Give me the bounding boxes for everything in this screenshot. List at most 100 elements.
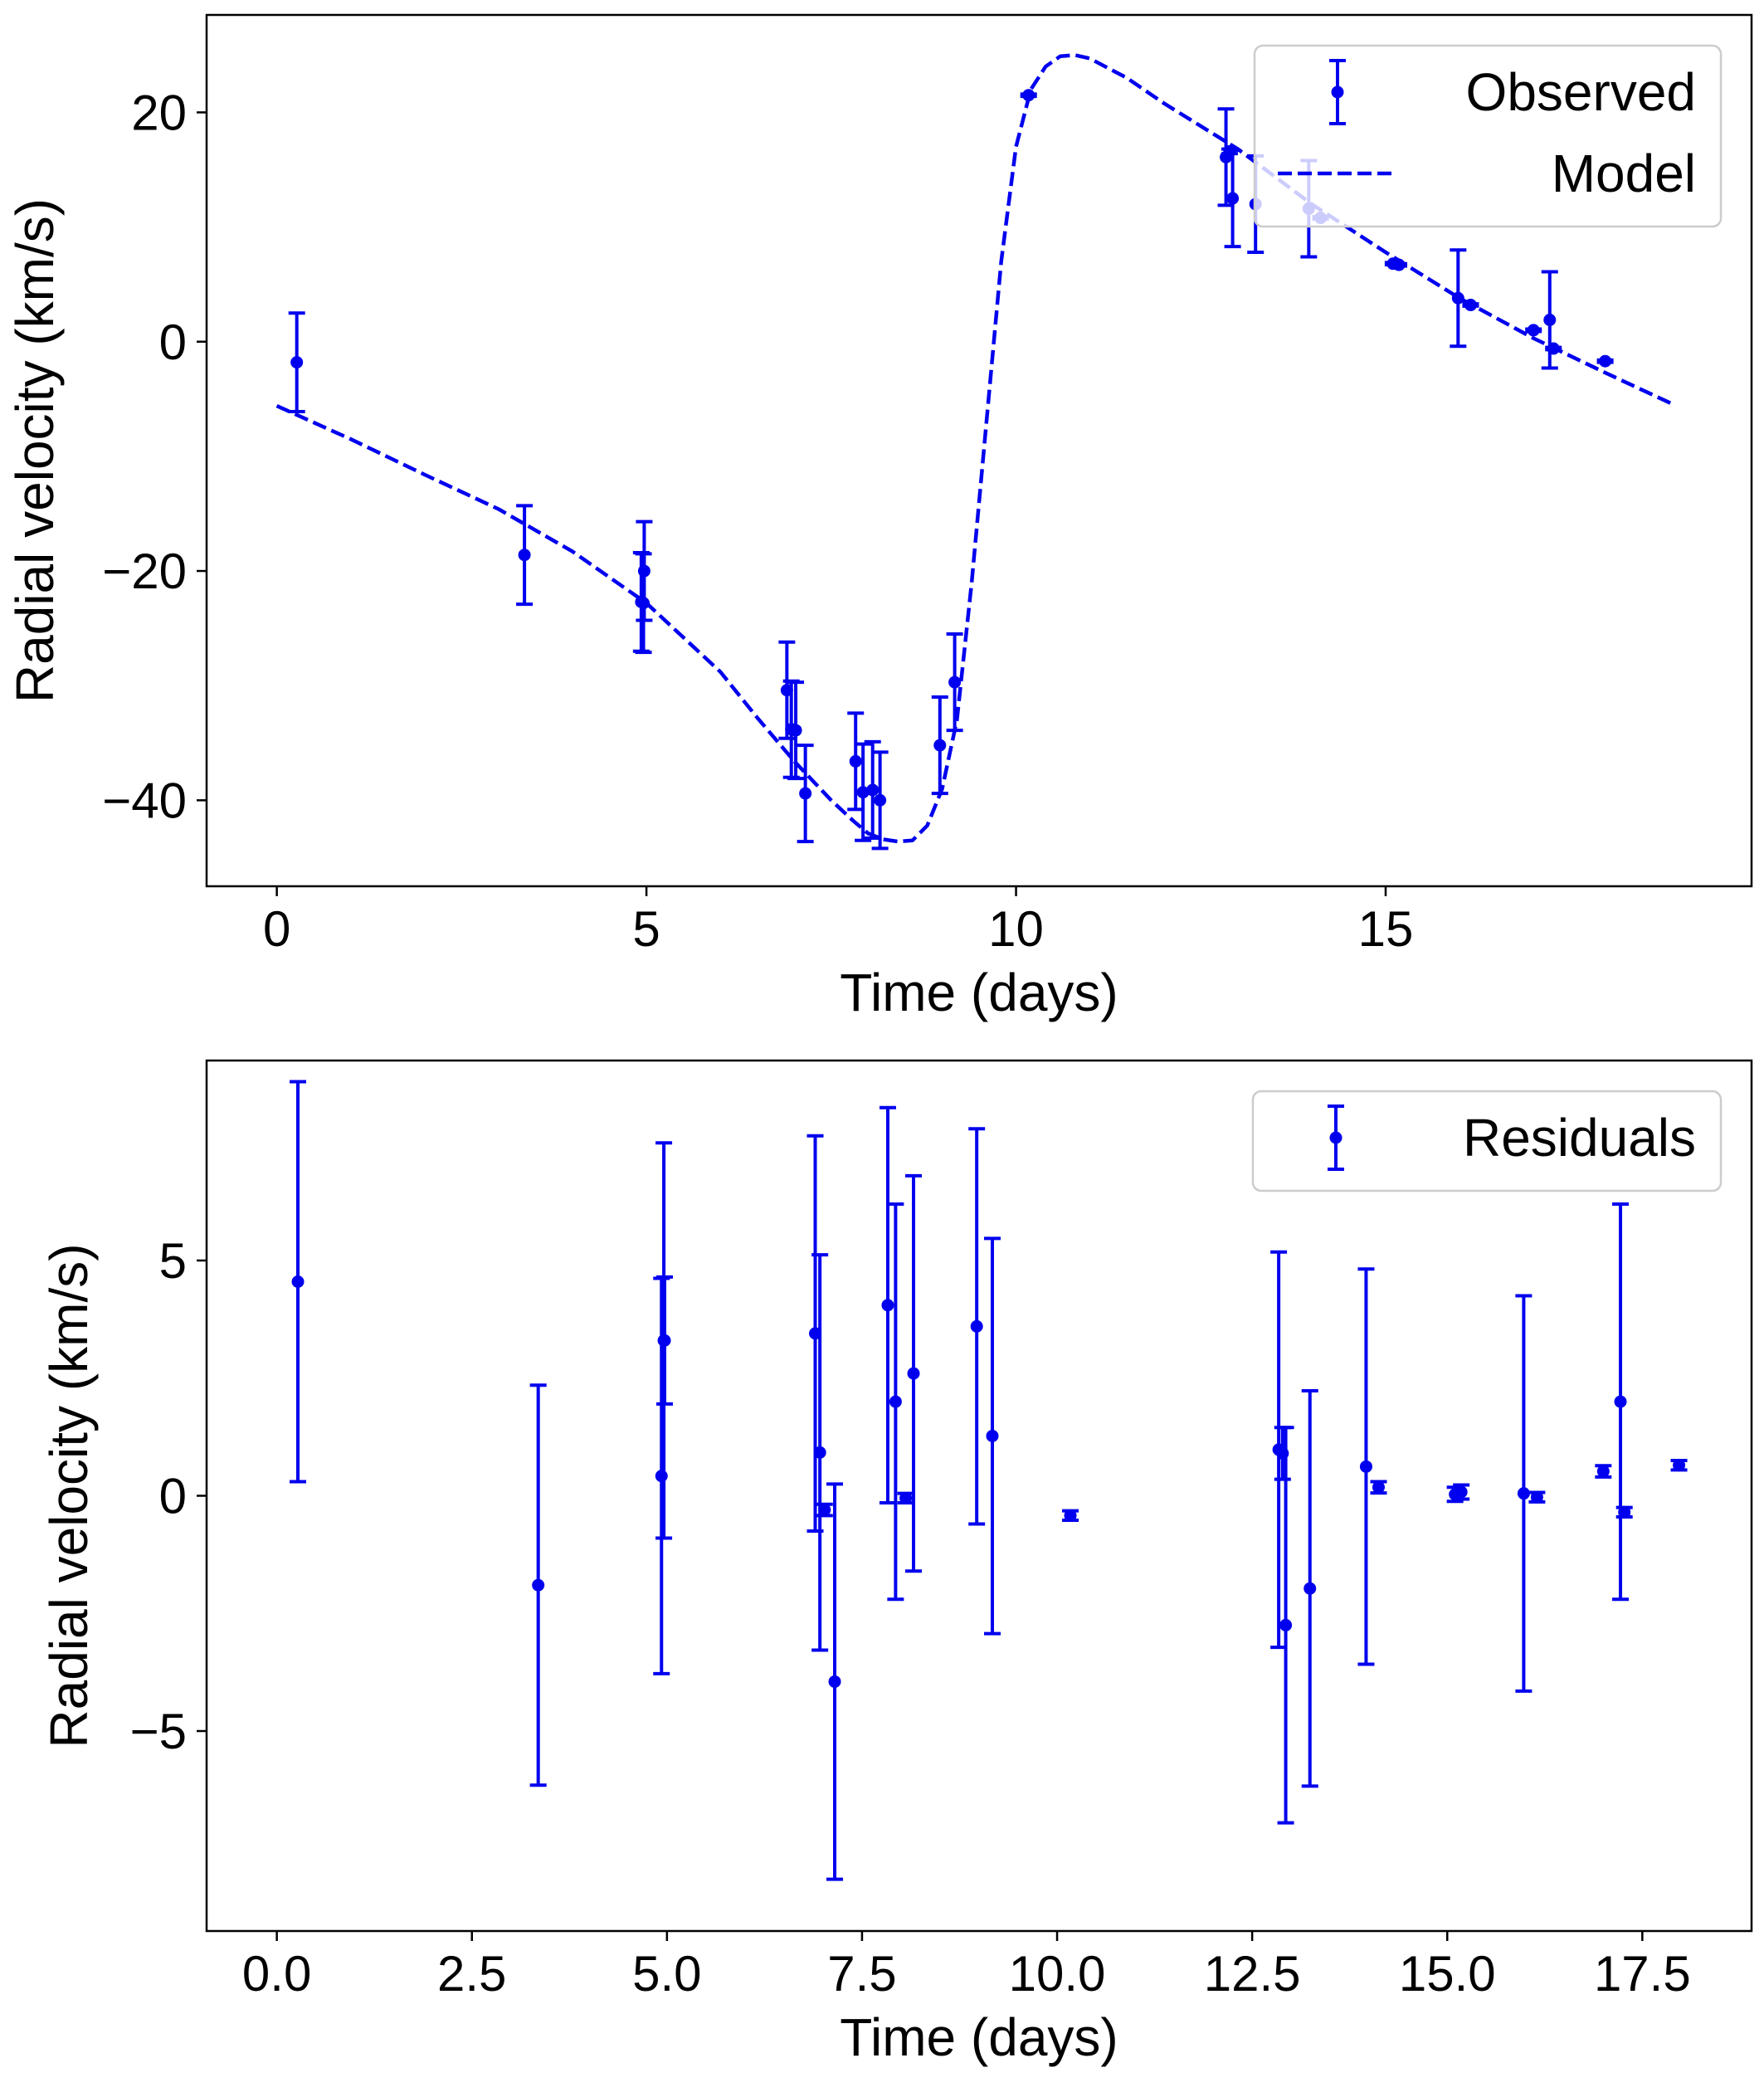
error-bar-point <box>797 744 814 844</box>
data-point <box>799 787 812 800</box>
data-point <box>532 1578 545 1592</box>
data-point <box>1372 1480 1385 1494</box>
data-point <box>866 783 880 797</box>
legend-label: Model <box>1552 144 1696 203</box>
data-point <box>856 786 870 799</box>
data-point <box>1451 291 1464 305</box>
x-tick-label: 12.5 <box>1204 1946 1301 2002</box>
data-point <box>290 356 304 369</box>
data-point <box>1359 1460 1372 1473</box>
error-bar-point <box>1596 354 1614 368</box>
y-tick-label: −5 <box>130 1704 187 1759</box>
error-bar-point <box>1062 1509 1079 1522</box>
data-point <box>1614 1395 1627 1408</box>
bottom-panel-residuals: 0.0 2.5 5.0 7.5 10.0 12.5 15.0 17.5 −5 0 5 Time (da… <box>39 1059 1753 2067</box>
error-bar-point <box>968 1127 986 1526</box>
data-point <box>813 1446 826 1459</box>
error-bar-point <box>983 1236 1001 1636</box>
data-point <box>1543 314 1557 326</box>
x-axis-label: Time (days) <box>840 963 1118 1022</box>
x-tick-label: 7.5 <box>827 1946 896 2002</box>
data-point <box>291 1275 305 1289</box>
error-bar-point <box>1595 1464 1612 1479</box>
error-bar-point <box>1545 342 1562 355</box>
error-bar-point <box>855 742 872 842</box>
legend-point-key <box>1329 1131 1342 1144</box>
data-point <box>986 1429 999 1442</box>
data-point <box>933 739 947 752</box>
error-bar-point <box>847 711 865 812</box>
x-tick-label: 0.0 <box>242 1946 311 2002</box>
data-point <box>818 1504 831 1517</box>
data-point <box>899 1491 913 1504</box>
data-point <box>637 564 651 578</box>
top-panel-radial-velocity: 0 5 10 15 −40 −20 0 20 Time (days) Radial velocit… <box>5 13 1753 1022</box>
y-axis-label: Radial velocity (km/s) <box>5 198 65 703</box>
data-point <box>1596 1465 1610 1478</box>
error-bar-point <box>1670 1458 1688 1472</box>
error-bar-point <box>816 1502 833 1518</box>
error-bar-point <box>1528 1490 1546 1504</box>
error-bar-point <box>905 1173 923 1573</box>
error-bar-point <box>529 1383 547 1787</box>
data-point <box>1599 354 1612 368</box>
error-bar-point <box>1274 1426 1291 1481</box>
error-bar-point <box>1612 1202 1630 1602</box>
legend-box <box>1253 44 1723 228</box>
data-point <box>970 1319 983 1333</box>
data-point <box>1464 299 1477 312</box>
y-axis-label: Radial velocity (km/s) <box>39 1243 99 1748</box>
legend-label: Observed <box>1466 62 1696 122</box>
x-tick-label: 15 <box>1358 901 1414 957</box>
data-point <box>1392 258 1406 271</box>
model-line <box>275 53 1675 844</box>
error-bar-point <box>656 1275 674 1406</box>
error-bar-point <box>871 750 889 851</box>
error-bar-point <box>897 1491 914 1505</box>
error-bar-point <box>1615 1505 1633 1519</box>
data-point <box>1279 1618 1293 1631</box>
x-tick-label: 15.0 <box>1399 1946 1496 2002</box>
error-bar-point <box>636 519 653 622</box>
data-point <box>889 1395 902 1408</box>
data-point <box>655 1470 668 1483</box>
x-tick-label: 2.5 <box>437 1946 506 2002</box>
data-point <box>874 793 887 807</box>
y-tick-label: 0 <box>159 1469 187 1524</box>
error-bar-point <box>290 1080 307 1484</box>
data-point <box>1530 1490 1543 1504</box>
error-bar-point <box>1224 149 1241 249</box>
legend-point-key <box>1331 85 1344 99</box>
x-tick-label: 0 <box>263 901 290 957</box>
data-point <box>849 754 862 768</box>
error-bar-point <box>787 680 805 781</box>
data-point <box>1618 1505 1631 1519</box>
error-bar-point <box>887 1202 904 1602</box>
data-point <box>1304 1582 1317 1595</box>
data-point <box>1022 89 1035 102</box>
data-point <box>828 1675 841 1688</box>
error-bar-point <box>1277 1426 1294 1825</box>
error-bar-point <box>516 504 534 607</box>
error-bar-point <box>1450 248 1467 349</box>
x-axis-label: Time (days) <box>840 2007 1118 2067</box>
error-bar-point <box>1525 324 1542 337</box>
data-point <box>1673 1459 1686 1472</box>
legend-label: Residuals <box>1463 1108 1696 1168</box>
x-tick-label: 17.5 <box>1594 1946 1691 2002</box>
y-tick-label: −20 <box>102 544 187 599</box>
error-bar-point <box>1370 1480 1387 1495</box>
error-bar-point <box>811 1253 829 1652</box>
data-point <box>1517 1487 1530 1500</box>
x-tick-label: 10.0 <box>1009 1946 1106 2002</box>
y-tick-label: −40 <box>102 773 187 828</box>
data-point <box>518 549 531 562</box>
error-bar-point <box>288 311 305 414</box>
legend-box <box>1251 1090 1723 1192</box>
y-tick-label: 20 <box>131 85 187 140</box>
error-bar-point <box>1453 1483 1470 1501</box>
error-bar-point <box>826 1482 844 1881</box>
data-point <box>658 1334 671 1347</box>
data-point <box>789 724 802 737</box>
x-tick-label: 10 <box>988 901 1044 957</box>
